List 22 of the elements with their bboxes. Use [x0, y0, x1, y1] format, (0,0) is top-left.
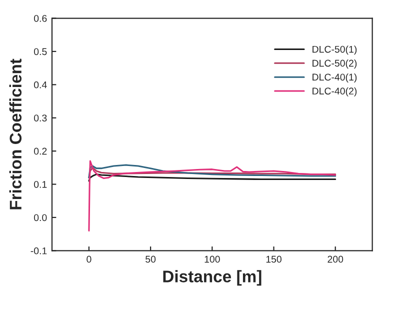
y-tick-label: 0.3: [34, 114, 47, 122]
legend-label: DLC-40(1): [312, 73, 357, 83]
y-tick-label: 0.6: [34, 14, 47, 22]
line-series: [88, 164, 336, 178]
x-tick-label: 150: [266, 256, 282, 263]
x-tick-label: 50: [146, 256, 156, 263]
y-tick-label: 0.0: [34, 214, 47, 222]
y-tick-label: 0.1: [34, 180, 47, 188]
y-tick-label: -0.1: [30, 247, 47, 254]
x-tick-label: 200: [328, 256, 344, 263]
x-tick-label: 100: [204, 256, 220, 263]
y-tick-label: 0.4: [34, 81, 47, 88]
x-axis-title: Distance [m]: [163, 270, 262, 286]
x-tick-label: 0: [86, 256, 92, 263]
legend-label: DLC-40(2): [312, 87, 357, 96]
y-axis-title: Friction Coefficient: [9, 58, 22, 210]
y-tick-label: 0.2: [34, 148, 47, 155]
legend-label: DLC-50(1): [312, 46, 357, 55]
line-series: [88, 174, 336, 182]
line-series: [88, 160, 336, 232]
y-tick-label: 0.5: [34, 48, 47, 56]
legend-label: DLC-50(2): [312, 60, 357, 69]
